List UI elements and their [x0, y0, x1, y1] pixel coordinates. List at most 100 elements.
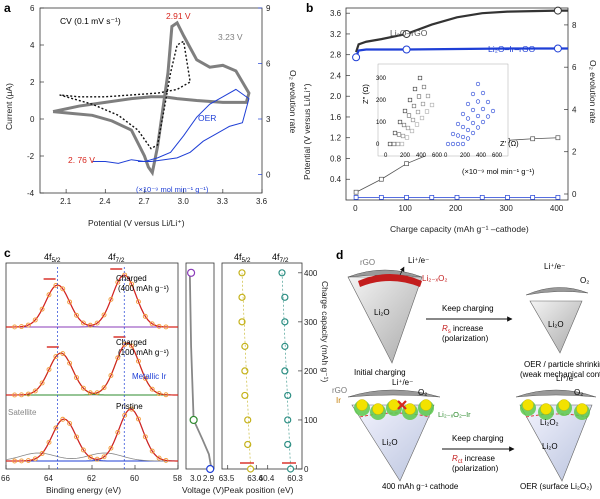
y2-tick-label: 4 — [572, 105, 577, 114]
ir-particle — [540, 403, 552, 415]
eis-rgo-point — [396, 132, 402, 137]
x-tick-label: 3.6 — [256, 197, 268, 206]
rgo-marker — [553, 6, 562, 15]
ir-particle — [558, 399, 570, 411]
inset-xtick: 0 — [384, 153, 388, 159]
rgo-sheet-2 — [525, 287, 589, 296]
eis-rgo-point — [411, 103, 417, 109]
inset-xtick-b: 0 — [444, 153, 448, 159]
x-tick-label: 300 — [499, 204, 513, 213]
panel-d-letter: d — [336, 248, 343, 262]
peak-tick-label: 63.4 — [247, 474, 263, 483]
panel-b-letter: b — [306, 1, 313, 15]
peak-tick-label: 63.5 — [219, 474, 235, 483]
x-tick-label: 100 — [399, 204, 413, 213]
xps-data-point — [39, 306, 45, 312]
ir-particle — [388, 399, 400, 411]
ylabel-o2-a: O₂ evolution rate — [288, 70, 298, 134]
peak-tick-label: 60.4 — [259, 474, 275, 483]
d-label-lie-1: Li⁺/e⁻ — [408, 256, 429, 265]
eis-rgo-point — [425, 93, 431, 99]
peak-label-291: 2.91 V — [166, 11, 191, 21]
eis-rgo-point — [400, 133, 406, 139]
panel-c-letter: c — [4, 246, 11, 260]
eis-ir-point — [460, 124, 466, 130]
panel-a-letter: a — [4, 1, 11, 15]
voltage-tick-label: 3.0 — [190, 474, 202, 483]
eis-rgo-point — [395, 141, 401, 147]
cap-tick-label: 100 — [304, 416, 318, 425]
peak-72-point — [284, 440, 292, 449]
xps-data-point — [80, 447, 86, 453]
ir-particles-2 — [520, 399, 590, 420]
inset-xtick: 200 — [400, 153, 411, 159]
eis-ir-point — [475, 99, 481, 104]
ir-oer-point — [378, 195, 384, 200]
cone-body-2 — [529, 300, 583, 354]
eis-rgo-point — [424, 109, 430, 114]
panel-a-ticks: 2.1 2.4 2.7 3.0 3.3 3.6 -4 -2 0 2 4 6 0 3 6 9 — [27, 4, 271, 206]
y-tick-label: 0 — [30, 115, 35, 124]
d-label-lie-3: Li⁺/e⁻ — [392, 378, 413, 387]
peak-72-point — [281, 342, 289, 350]
y-tick-label: 0.8 — [330, 154, 342, 163]
xps-data-point — [74, 434, 79, 440]
y-tick-label: 2.0 — [330, 92, 342, 101]
rgo-oer-point — [530, 136, 536, 142]
ir-oer-point — [353, 195, 359, 200]
be-tick-label: 64 — [44, 474, 53, 483]
rgo-marker — [402, 29, 411, 38]
be-tick-label: 62 — [87, 474, 96, 483]
eis-rgo-point — [421, 84, 427, 90]
y-tick-label: -4 — [27, 189, 35, 198]
xps-data-point — [142, 434, 148, 440]
eis-ir-point — [485, 114, 491, 119]
eis-ir-point — [470, 91, 476, 97]
eis-rgo-point — [416, 94, 422, 99]
eis-ir-point — [475, 81, 481, 87]
peak-72-point — [281, 367, 289, 375]
ir-particle — [356, 399, 368, 411]
xps-data-point — [67, 360, 73, 366]
ir-particle — [372, 403, 384, 415]
panel-a: a 2.1 2.4 2.7 3.0 3.3 3.6 -4 -2 0 2 4 6 0 3 6 9 CV (0.1… — [0, 0, 300, 245]
xps-data-point — [39, 380, 45, 386]
label-charged-400-b: (400 mAh g⁻¹) — [118, 284, 169, 293]
d-caption-oer1b: (weak mechanical contact) — [520, 370, 600, 379]
xps-data-point — [67, 420, 73, 426]
xlabel-peak-position: Peak position (eV) — [224, 485, 294, 495]
peak-52-point — [241, 342, 249, 350]
ir-marker — [402, 45, 411, 54]
eis-rgo-point — [392, 130, 398, 136]
d-label-o2-2: O₂ — [580, 276, 589, 285]
xps-data-point — [87, 322, 93, 328]
voltage-marker — [206, 464, 215, 474]
eis-rgo-point — [404, 135, 410, 140]
d-label-li2o-2: Li₂O — [548, 320, 564, 329]
xps-data-point — [19, 392, 24, 398]
oer-units-a: (×10⁻⁹ mol min⁻¹ g⁻¹) — [136, 185, 209, 194]
d-keep-charging-1: Keep charging — [442, 304, 494, 313]
rgo-oer-point — [555, 135, 561, 141]
d-caption-400: 400 mAh g⁻¹ cathode — [382, 482, 459, 491]
eis-ir-point — [480, 106, 486, 112]
be-tick-label: 60 — [130, 474, 139, 483]
panel-b: b 0 100 200 300 400 0.4 0.8 1.2 1.6 2.0 2.4 2.8 3.2 3… — [300, 0, 600, 245]
eis-ir-point — [475, 113, 481, 119]
xps-data-point — [135, 358, 141, 364]
xps-data-point — [80, 320, 86, 326]
y2-tick-label: 0 — [572, 190, 577, 199]
xps-data-point — [149, 448, 155, 454]
inset-ytick: 300 — [376, 76, 387, 82]
peak-52-point — [244, 440, 252, 449]
xps-data-point — [129, 343, 135, 349]
rgo-potential-curve — [355, 9, 568, 53]
cone-oer-surface: Li⁺/e⁻ O₂ Li₂O₂ Li₂O OER (surface Li₂O₂) — [515, 374, 597, 491]
rgo-sheet-3 — [347, 389, 441, 398]
eis-ir-point — [455, 133, 461, 138]
eis-ir-point — [465, 116, 471, 121]
xps-data-point — [46, 439, 52, 445]
oer-units-b: (×10⁻⁹ mol min⁻¹ g⁻¹) — [462, 167, 535, 176]
ir-particles-1 — [354, 399, 434, 420]
